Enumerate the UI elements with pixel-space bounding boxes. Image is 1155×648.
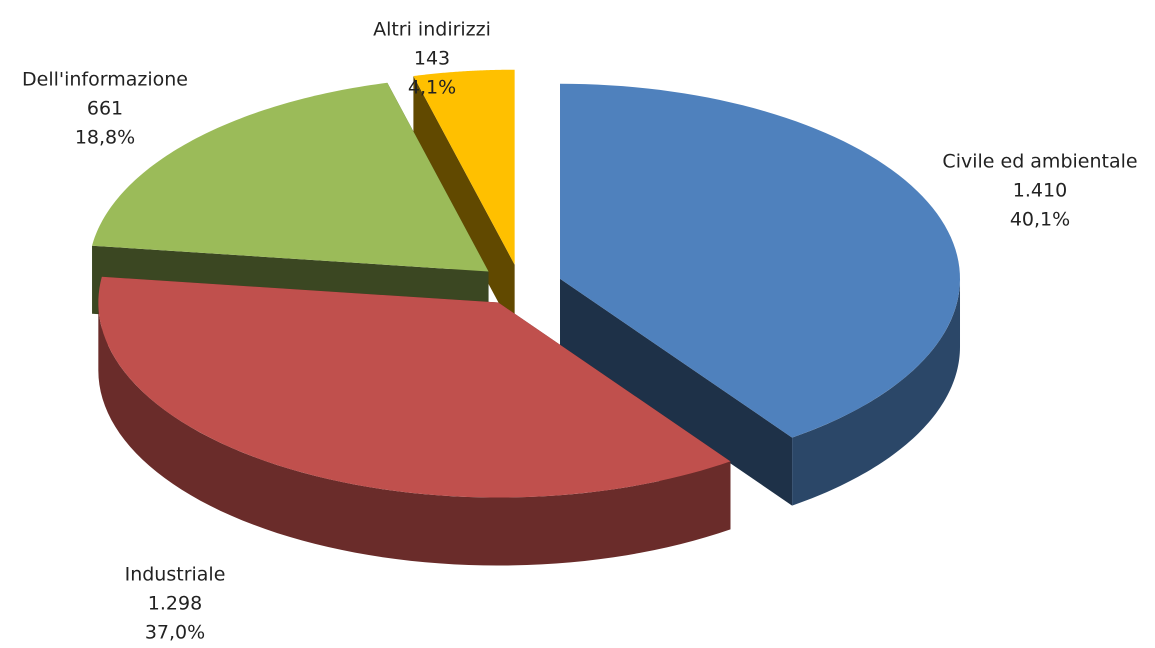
slice-percent: 40,1%: [1010, 209, 1070, 231]
slice: [560, 83, 961, 506]
slice-label: Dell'informazione: [22, 69, 188, 91]
slice-percent: 4,1%: [408, 77, 456, 99]
slice-top: [92, 82, 489, 272]
slice-value: 1.298: [148, 593, 202, 615]
slice-side: [98, 302, 731, 566]
slice-side: [792, 278, 961, 506]
slice-percent: 37,0%: [145, 622, 205, 644]
slice-label: Altri indirizzi: [373, 19, 491, 41]
slice-label: Civile ed ambientale: [942, 151, 1137, 173]
slice-percent: 18,8%: [75, 127, 135, 149]
slice-top: [413, 69, 515, 265]
slice-label: Industriale: [125, 564, 226, 586]
slice-wall: [413, 76, 515, 333]
slice: [413, 69, 515, 333]
slice-wall: [560, 278, 793, 506]
slice-value: 661: [87, 98, 123, 120]
slice: [98, 276, 731, 566]
slice-value: 143: [414, 48, 450, 70]
slice-value: 1.410: [1013, 180, 1067, 202]
slice-top: [560, 83, 960, 438]
slice-top: [98, 276, 731, 498]
